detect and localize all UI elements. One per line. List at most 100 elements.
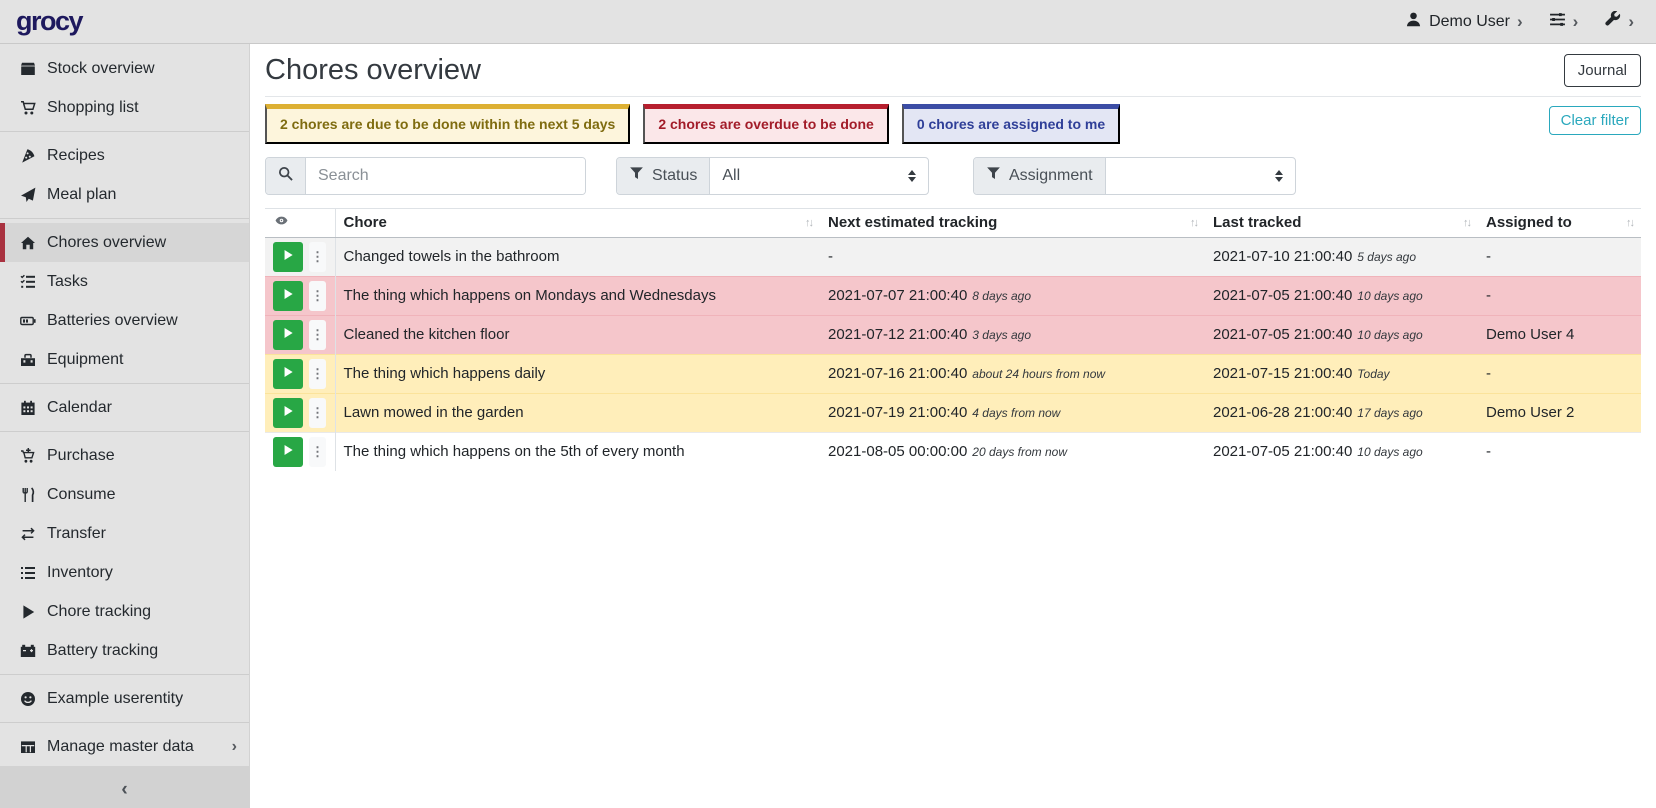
sidebar-item-label: Batteries overview [47,311,178,329]
next-tracking-cell: 2021-08-05 00:00:00 20 days from now [820,431,1205,471]
sidebar-item-tasks[interactable]: Tasks [0,262,249,301]
smile-icon [18,691,38,707]
filter-chip-warning[interactable]: 2 chores are due to be done within the n… [265,104,631,144]
track-execution-button[interactable] [273,436,303,467]
sidebar-item-label: Transfer [47,524,106,542]
user-menu-label: Demo User [1429,12,1510,30]
sort-icon[interactable]: ↑↓ [1190,216,1199,229]
sidebar-item-label: Tasks [47,272,88,290]
grocy-logo[interactable]: grocy [16,6,84,36]
sidebar-divider [0,431,249,432]
column-label: Next estimated tracking [828,214,998,231]
sidebar-divider [0,383,249,384]
track-execution-button[interactable] [273,241,303,272]
admin-menu[interactable]: › [1604,10,1634,33]
sidebar-item-consume[interactable]: Consume [0,475,249,514]
sidebar-item-manage-master-data[interactable]: Manage master data › [0,727,249,766]
sort-icon[interactable]: ↑↓ [805,216,814,229]
assigned-to-cell: - [1478,237,1641,276]
sidebar-item-label: Chore tracking [47,602,152,620]
track-execution-button[interactable] [273,319,303,350]
chores-table: Chore ↑↓ Next estimated tracking ↑↓ Last tra… [265,207,1641,471]
row-menu-button[interactable]: ⋮ [309,397,326,428]
sidebar-item-meal-plan[interactable]: Meal plan [0,175,249,214]
next-tracking-cell-value: - [828,248,833,265]
sidebar-item-battery-tracking[interactable]: Battery tracking [0,631,249,670]
select-caret-icon [908,169,916,182]
settings-menu[interactable]: › [1549,11,1578,33]
track-execution-button[interactable] [273,397,303,428]
column-header-last-tracked[interactable]: Last tracked ↑↓ [1205,207,1478,238]
track-execution-button[interactable] [273,280,303,311]
chore-cell: Lawn mowed in the garden [335,392,820,432]
row-menu-button[interactable]: ⋮ [309,319,326,350]
sidebar-divider [0,218,249,219]
sidebar-item-recipes[interactable]: Recipes [0,136,249,175]
sidebar-item-label: Stock overview [47,59,155,77]
paper-plane-icon [18,187,38,203]
sidebar-item-batteries-overview[interactable]: Batteries overview [0,301,249,340]
filter-chips-row: 2 chores are due to be done within the n… [265,104,1641,144]
clear-filter-button[interactable]: Clear filter [1548,106,1641,135]
column-label: Last tracked [1213,214,1302,231]
next-tracking-cell-relative: 20 days from now [972,445,1068,460]
sidebar-item-purchase[interactable]: Purchase [0,436,249,475]
sidebar-item-inventory[interactable]: Inventory [0,553,249,592]
filter-chip-info[interactable]: 0 chores are assigned to me [901,104,1121,144]
sidebar-item-chores-overview[interactable]: Chores overview [0,223,249,262]
sidebar-item-chore-tracking[interactable]: Chore tracking [0,592,249,631]
last-tracked-cell-relative: Today [1357,367,1390,381]
sidebar-item-calendar[interactable]: Calendar [0,388,249,427]
track-execution-button[interactable] [273,358,303,389]
next-tracking-cell-value: 2021-08-05 00:00:00 [828,443,968,461]
row-menu-button[interactable]: ⋮ [309,280,326,311]
table-row: ⋮ Changed towels in the bathroom -2021-07-… [265,237,1641,276]
chore-cell: The thing which happens daily [335,353,820,393]
utensils-icon [18,486,38,503]
sidebar-collapse-button[interactable]: ‹ [0,766,249,808]
search-input[interactable] [306,157,585,194]
status-filter-select[interactable]: All [710,158,928,194]
search-icon [278,166,293,186]
assignment-filter-select[interactable] [1106,158,1295,194]
cart-plus-icon [18,447,38,464]
sidebar-item-example-userentity[interactable]: Example userentity [0,679,249,718]
journal-button[interactable]: Journal [1563,54,1641,87]
sort-icon[interactable]: ↑↓ [1626,216,1635,229]
last-tracked-cell: 2021-07-05 21:00:40 10 days ago [1205,275,1478,315]
column-header-chore[interactable]: Chore ↑↓ [335,207,820,238]
user-menu[interactable]: Demo User › [1405,11,1523,33]
sort-icon[interactable]: ↑↓ [1463,216,1472,229]
chevron-left-icon: ‹ [121,779,128,800]
row-menu-button[interactable]: ⋮ [309,358,326,389]
status-filter-label: Status [652,166,698,184]
column-label: Assigned to [1486,214,1572,231]
sidebar-divider [0,131,249,132]
sidebar-divider [0,722,249,723]
row-menu-button[interactable]: ⋮ [309,241,326,272]
table-header-row: Chore ↑↓ Next estimated tracking ↑↓ Last tra… [265,207,1641,238]
table-icon [18,739,38,755]
next-tracking-cell-relative: 3 days ago [972,328,1032,342]
filters-row: Status All Assignment [265,156,1641,195]
filter-chip-danger[interactable]: 2 chores are overdue to be done [643,104,889,144]
last-tracked-cell: 2021-07-10 21:00:40 5 days ago [1205,237,1478,276]
sidebar-item-stock-overview[interactable]: Stock overview [0,49,249,88]
search-addon [266,157,306,194]
column-header-assigned-to[interactable]: Assigned to ↑↓ [1478,207,1641,238]
wrench-icon [1604,10,1621,33]
next-tracking-cell-relative: 4 days from now [972,406,1061,420]
sidebar-item-equipment[interactable]: Equipment [0,340,249,379]
assigned-to-cell-value: - [1486,365,1491,382]
assigned-to-cell-value: - [1486,248,1491,265]
sidebar-item-transfer[interactable]: Transfer [0,514,249,553]
next-tracking-cell-value: 2021-07-12 21:00:40 [828,326,968,343]
play-icon [282,366,294,381]
sidebar-item-shopping-list[interactable]: Shopping list [0,88,249,127]
column-header-next-estimated-tracking[interactable]: Next estimated tracking ↑↓ [820,207,1205,238]
sidebar-item-label: Meal plan [47,185,117,203]
table-row: ⋮ The thing which happens daily 2021-07-16… [265,353,1641,393]
row-menu-button[interactable]: ⋮ [309,436,326,467]
next-tracking-cell-value: 2021-07-07 21:00:40 [828,287,968,304]
assigned-to-cell: Demo User 4 [1478,314,1641,354]
